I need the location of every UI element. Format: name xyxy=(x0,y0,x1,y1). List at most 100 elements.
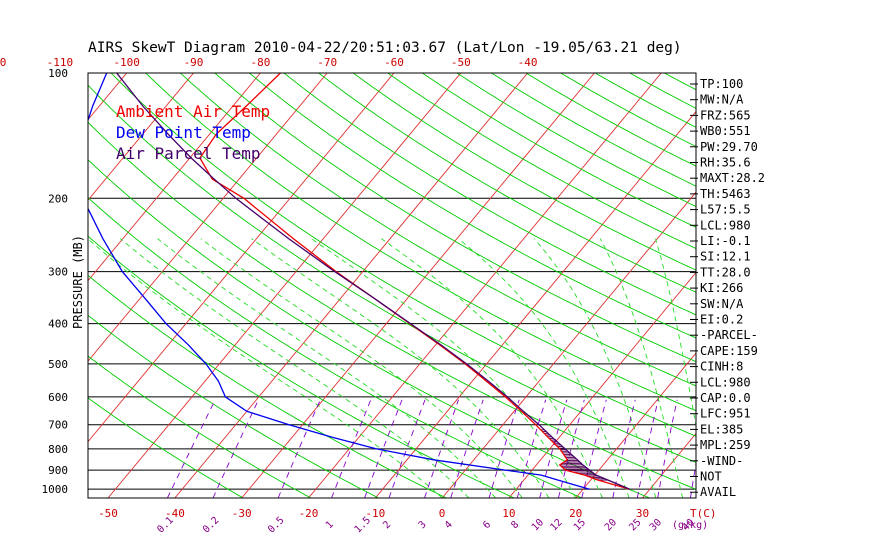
index-item: -PARCEL- xyxy=(700,328,758,342)
mixing-line-1.5 xyxy=(364,399,403,498)
mixing-line-25 xyxy=(636,399,659,498)
bottom-temp-tick--50: -50 xyxy=(98,507,118,520)
moist-adiabat-28 xyxy=(458,238,630,498)
mixing-tick-30: 30 xyxy=(648,517,664,533)
top-temp-tick--90: -90 xyxy=(184,56,204,69)
pressure-tick-100: 100 xyxy=(48,67,68,80)
isotherm-10 xyxy=(508,271,696,498)
profile-lines xyxy=(88,73,631,490)
index-item: LFC:951 xyxy=(700,407,751,421)
mixing-tick-1: 1 xyxy=(324,519,336,531)
dry-adiabat-440 xyxy=(491,73,696,187)
index-item: RH:35.6 xyxy=(700,156,751,170)
dry-adiabat-420 xyxy=(422,73,696,228)
moist-adiabat-32 xyxy=(533,238,657,498)
dry-adiabat-330 xyxy=(110,73,696,437)
mixing-line-4 xyxy=(450,399,484,498)
index-item: MAXT:28.2 xyxy=(700,171,765,185)
bottom-temp-tick--10: -10 xyxy=(365,507,385,520)
mixing-line-10 xyxy=(539,399,568,498)
top-temp-tick--110: -110 xyxy=(47,56,74,69)
bottom-temp-unit: T(C) xyxy=(690,507,717,520)
isotherm--60 xyxy=(88,73,395,443)
legend: Ambient Air Temp Dew Point Temp Air Parc… xyxy=(116,102,270,163)
pressure-tick-labels: 100 200 300 400 500 600 700 800 900 1000 xyxy=(42,67,69,496)
dry-adiabat-350 xyxy=(179,73,696,387)
dry-adiabat-260 xyxy=(88,314,379,498)
isotherm--90 xyxy=(88,73,194,201)
dry-adiabat-430 xyxy=(456,73,696,208)
index-item: MPL:259 xyxy=(700,438,751,452)
isotherm-0 xyxy=(441,191,696,498)
mixing-tick-10: 10 xyxy=(530,517,546,533)
index-item: TP:100 xyxy=(700,77,743,91)
dry-adiabat-380 xyxy=(283,73,696,316)
pressure-tick-200: 200 xyxy=(48,192,68,205)
pressure-tick-800: 800 xyxy=(48,443,68,456)
dry-adiabat-270 xyxy=(88,274,447,498)
pressure-tick-400: 400 xyxy=(48,318,68,331)
dry-adiabat-250 xyxy=(88,355,312,498)
bottom-temp-tick-30: 30 xyxy=(636,507,649,520)
dry-adiabat-340 xyxy=(145,73,696,412)
mixing-line-30 xyxy=(657,399,678,498)
mixing-tick-6: 6 xyxy=(481,519,493,531)
pressure-tick-900: 900 xyxy=(48,464,68,477)
mixing-line-6 xyxy=(488,399,520,498)
mixing-line-0.2 xyxy=(212,399,259,498)
parcel-temp-line xyxy=(116,73,631,490)
mixing-line-0.1 xyxy=(166,399,216,498)
dry-adiabat-280 xyxy=(88,235,515,498)
mixing-line-12 xyxy=(557,399,585,498)
top-temp-tick--70: -70 xyxy=(317,56,337,69)
bottom-temp-tick-10: 10 xyxy=(502,507,515,520)
legend-parcel: Air Parcel Temp xyxy=(116,144,261,163)
pressure-tick-300: 300 xyxy=(48,266,68,279)
index-item: L57:5.5 xyxy=(700,203,751,217)
dry-adiabat-410 xyxy=(387,73,696,250)
index-item: WB0:551 xyxy=(700,124,751,138)
pressure-tick-1000: 1000 xyxy=(42,483,69,496)
isotherm--70 xyxy=(88,73,328,362)
mixing-line-2 xyxy=(388,399,426,498)
isotherm--80 xyxy=(88,73,261,282)
dry-adiabat-290 xyxy=(88,197,583,498)
dry-adiabat-460 xyxy=(560,73,696,148)
mixing-line-3 xyxy=(424,399,459,498)
index-item: LI:-0.1 xyxy=(700,234,751,248)
index-item: TT:28.0 xyxy=(700,265,751,279)
mixing-line-40 xyxy=(689,460,696,498)
legend-ambient: Ambient Air Temp xyxy=(116,102,270,121)
pressure-tick-500: 500 xyxy=(48,358,68,371)
dewpoint-temp-line xyxy=(88,73,590,490)
index-item: CINH:8 xyxy=(700,360,743,374)
dry-adiabat-360 xyxy=(214,73,696,363)
top-temp-tick--40: -40 xyxy=(518,56,538,69)
mixing-tick-12: 12 xyxy=(548,517,564,533)
dry-adiabat-450 xyxy=(525,73,696,167)
mixing-tick-3: 3 xyxy=(417,519,429,531)
mixing-line-0.5 xyxy=(277,399,321,498)
isotherm--10 xyxy=(374,110,696,498)
isotherm--110 xyxy=(0,73,60,498)
top-temp-tick--80: -80 xyxy=(250,56,270,69)
index-item: LCL:980 xyxy=(700,218,751,232)
dry-adiabat-400 xyxy=(352,73,696,271)
index-item: TH:5463 xyxy=(700,187,751,201)
moist-adiabat-8 xyxy=(157,238,496,498)
dry-adiabat-310 xyxy=(88,121,696,490)
index-item: MW:N/A xyxy=(700,93,744,107)
dry-adiabat-320 xyxy=(88,84,696,463)
moist-adiabat-4 xyxy=(120,238,470,498)
index-item: LCL:980 xyxy=(700,375,751,389)
mixing-tick-0.2: 0.2 xyxy=(201,515,222,536)
index-item: FRZ:565 xyxy=(700,108,751,122)
plot-frame xyxy=(87,72,697,499)
index-item: CAPE:159 xyxy=(700,344,758,358)
dry-adiabat-300 xyxy=(88,159,650,498)
isotherm--50 xyxy=(107,73,462,498)
dry-adiabat-370 xyxy=(249,73,696,339)
top-temp-tick--100: -100 xyxy=(113,56,140,69)
mixing-tick-8: 8 xyxy=(509,519,521,531)
